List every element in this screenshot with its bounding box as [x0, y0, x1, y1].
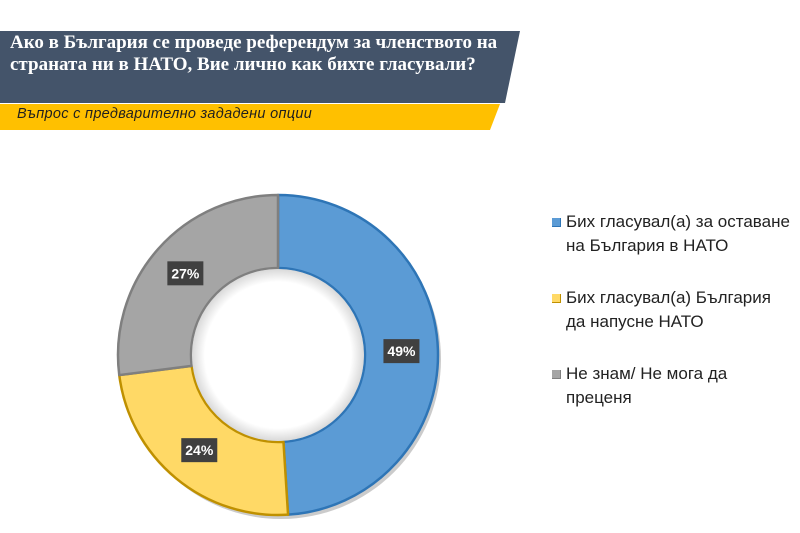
- data-label-bg-1: [383, 339, 420, 364]
- subtitle-banner-bg: [0, 104, 500, 130]
- data-label-bg-3: [167, 261, 204, 286]
- legend-marker-1: [552, 218, 561, 227]
- legend-label-2: Бих гласувал(а) България да напусне НАТО: [566, 288, 771, 331]
- chart-subtitle: Въпрос с предварително зададени опции: [17, 106, 313, 122]
- subtitle-banner-shape: [0, 104, 500, 130]
- title-banner: [0, 31, 520, 103]
- data-label-text-3: 27%: [171, 265, 200, 281]
- legend-label-1: Бих гласувал(а) за оставане на България …: [566, 212, 790, 255]
- data-label-text-2: 24%: [185, 442, 214, 458]
- legend-label-3: Не знам/ Не мога да преценя: [566, 364, 728, 407]
- legend-item-3: Не знам/ Не мога да преценя: [552, 362, 792, 410]
- donut-labels: 49% 24% 27%: [167, 261, 420, 463]
- title-banner-shape: [0, 31, 520, 103]
- legend-marker-2: [552, 294, 561, 303]
- chart-title: Ако в България се проведе референдум за …: [10, 32, 498, 75]
- donut-hole: [192, 269, 364, 441]
- data-label-bg-2: [181, 438, 218, 463]
- legend-marker-3: [552, 370, 561, 379]
- donut-chart: 49% 24% 27%: [116, 193, 441, 519]
- data-label-text-1: 49%: [387, 343, 416, 359]
- data-label-1: 49%: [383, 339, 420, 364]
- subtitle-banner: [0, 104, 500, 130]
- title-banner-bg: [0, 31, 520, 103]
- legend-item-2: Бих гласувал(а) България да напусне НАТО: [552, 286, 792, 334]
- donut-slice-1: [276, 193, 440, 516]
- data-label-2: 24%: [181, 438, 218, 463]
- legend-item-1: Бих гласувал(а) за оставане на България …: [552, 210, 792, 258]
- data-label-3: 27%: [167, 261, 204, 286]
- chart-legend: Бих гласувал(а) за оставане на България …: [552, 210, 792, 410]
